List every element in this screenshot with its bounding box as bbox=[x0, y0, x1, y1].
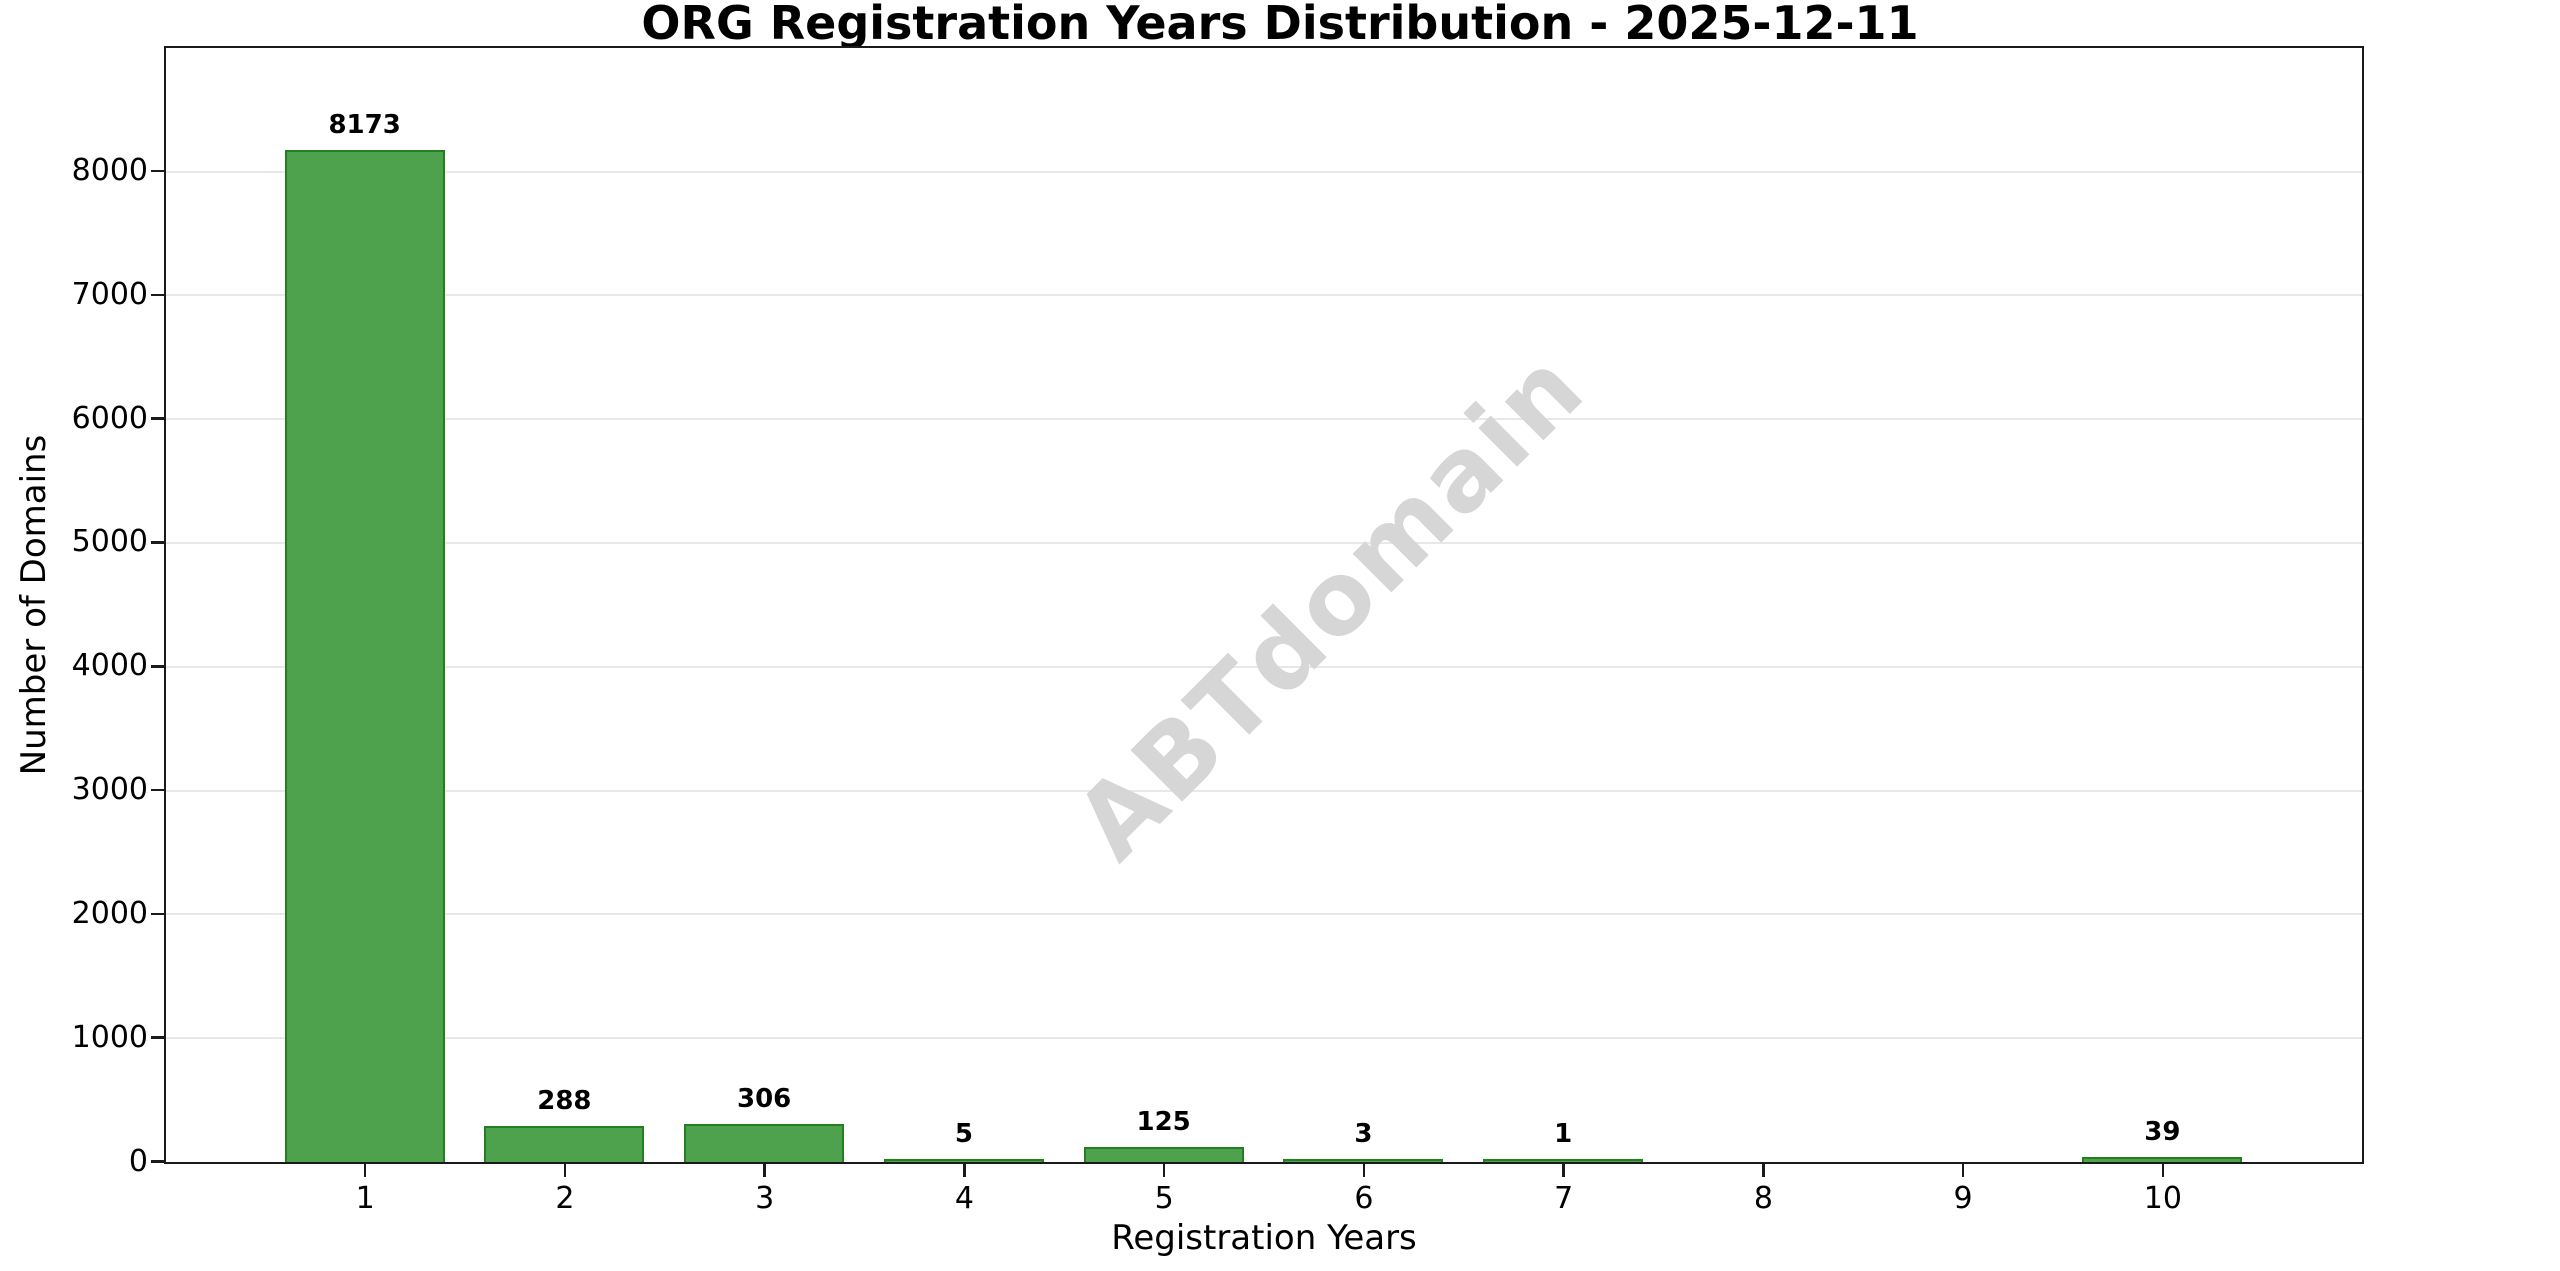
x-tick-label: 4 bbox=[954, 1181, 974, 1216]
gridline bbox=[166, 1037, 2362, 1040]
y-tick-label: 6000 bbox=[71, 400, 148, 436]
y-tick-label: 8000 bbox=[71, 153, 148, 189]
bar bbox=[1083, 1146, 1244, 1162]
x-tick-mark bbox=[1961, 1164, 1965, 1177]
x-tick-mark bbox=[763, 1164, 766, 1177]
y-axis-label: Number of Domains bbox=[14, 434, 54, 776]
gridline bbox=[166, 541, 2362, 544]
x-tick-label: 2 bbox=[555, 1181, 575, 1216]
x-tick-mark bbox=[1562, 1164, 1565, 1177]
bar bbox=[883, 1159, 1044, 1162]
x-tick-label: 8 bbox=[1753, 1181, 1773, 1216]
y-tick-label: 2000 bbox=[71, 895, 148, 931]
x-tick-mark bbox=[963, 1164, 966, 1177]
y-tick-label: 0 bbox=[128, 1143, 148, 1179]
x-tick-mark bbox=[2161, 1164, 2165, 1177]
y-tick-label: 4000 bbox=[71, 648, 148, 684]
y-tick-mark bbox=[151, 665, 164, 668]
x-tick-label: 9 bbox=[1953, 1181, 1973, 1216]
bar-value-label: 125 bbox=[1136, 1106, 1191, 1137]
y-tick-label: 3000 bbox=[71, 772, 148, 808]
x-tick-mark bbox=[1162, 1164, 1166, 1177]
y-tick-mark bbox=[151, 788, 164, 792]
bar bbox=[1483, 1159, 1644, 1162]
y-tick-mark bbox=[151, 541, 164, 544]
bar-value-label: 3 bbox=[1354, 1119, 1373, 1149]
y-tick-label: 1000 bbox=[71, 1019, 148, 1055]
gridline bbox=[166, 418, 2362, 421]
x-tick-label: 5 bbox=[1154, 1181, 1174, 1216]
bar bbox=[2082, 1157, 2243, 1162]
x-tick-label: 6 bbox=[1354, 1181, 1374, 1216]
y-tick-mark bbox=[151, 1036, 164, 1039]
x-tick-label: 1 bbox=[355, 1181, 375, 1216]
y-tick-mark bbox=[151, 293, 164, 297]
gridline bbox=[166, 789, 2362, 792]
x-tick-label: 7 bbox=[1554, 1181, 1574, 1216]
x-tick-mark bbox=[363, 1164, 367, 1177]
chart-title: ORG Registration Years Distribution - 20… bbox=[641, 0, 1919, 50]
gridline bbox=[166, 170, 2362, 173]
gridline bbox=[166, 665, 2362, 668]
y-tick-mark bbox=[151, 1160, 164, 1163]
bar bbox=[684, 1124, 845, 1162]
bar-value-label: 39 bbox=[2144, 1117, 2181, 1148]
bar bbox=[284, 150, 445, 1162]
bar-value-label: 8173 bbox=[328, 110, 401, 141]
y-tick-mark bbox=[151, 912, 164, 916]
gridline bbox=[166, 913, 2362, 916]
x-tick-mark bbox=[1762, 1164, 1765, 1177]
x-axis-label: Registration Years bbox=[1111, 1218, 1417, 1258]
gridline bbox=[166, 294, 2362, 297]
plot-area: ABTdomain 8173 288 306 5 125 3 1 39 bbox=[164, 46, 2364, 1164]
y-tick-mark bbox=[151, 417, 164, 420]
bar-value-label: 5 bbox=[954, 1119, 973, 1149]
x-tick-mark bbox=[1362, 1164, 1366, 1177]
y-tick-label: 5000 bbox=[71, 524, 148, 560]
y-tick-mark bbox=[151, 169, 164, 173]
x-tick-label: 10 bbox=[2143, 1181, 2182, 1216]
x-tick-label: 3 bbox=[755, 1181, 775, 1216]
bar-value-label: 1 bbox=[1554, 1119, 1573, 1149]
bar-value-label: 288 bbox=[537, 1086, 592, 1117]
bar bbox=[484, 1126, 645, 1162]
x-tick-mark bbox=[563, 1164, 567, 1177]
bar-value-label: 306 bbox=[736, 1084, 792, 1115]
bar bbox=[1283, 1159, 1444, 1162]
y-tick-label: 7000 bbox=[71, 276, 148, 312]
watermark-text: ABTdomain bbox=[1052, 328, 1607, 882]
